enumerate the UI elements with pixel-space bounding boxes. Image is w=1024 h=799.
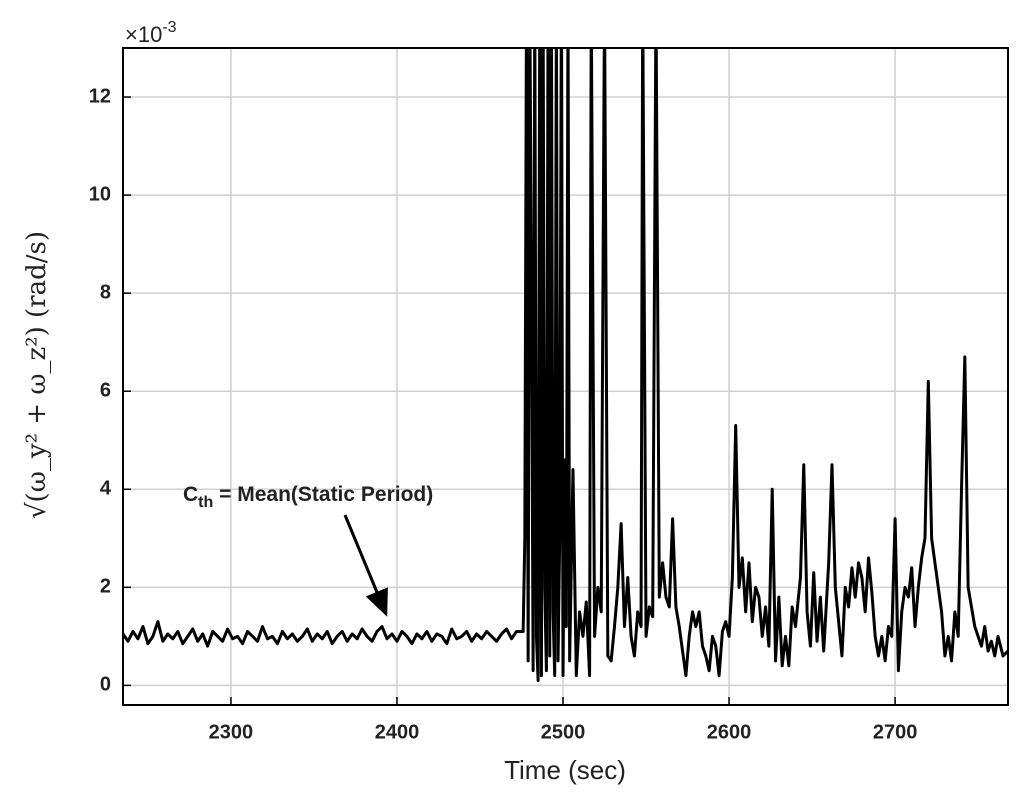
axes-frame — [122, 47, 1009, 706]
annotation-main: C — [183, 483, 198, 506]
y-tick-label: 6 — [100, 379, 111, 401]
y-tick-label: 10 — [89, 183, 111, 205]
x-tick-label: 2700 — [873, 721, 918, 743]
x-tick-label: 2400 — [375, 721, 420, 743]
axis-multiplier: ×10-3 — [125, 19, 177, 47]
x-axis-label: Time (sec) — [504, 755, 626, 785]
y-tick-label: 4 — [100, 478, 112, 500]
x-tick-label: 2300 — [209, 721, 254, 743]
plot-area — [123, 48, 1008, 682]
multiplier-exponent: -3 — [162, 19, 176, 36]
tick-labels: 2300 2400 2500 2600 2700 0 2 4 6 8 10 12 — [89, 85, 918, 743]
data-line — [123, 48, 1008, 682]
y-tick-label: 12 — [89, 85, 111, 107]
y-axis-label: √(ω_y² + ω_z²) (rad/s) — [22, 231, 52, 519]
x-tick-label: 2500 — [541, 721, 586, 743]
annotation-rest: = Mean(Static Period) — [213, 483, 433, 506]
y-tick-label: 0 — [100, 674, 111, 696]
annotation: Cth = Mean(Static Period) — [183, 483, 433, 512]
x-tick-label: 2600 — [707, 721, 752, 743]
annotation-subscript: th — [198, 494, 213, 511]
y-tick-label: 8 — [100, 281, 111, 303]
y-tick-label: 2 — [100, 576, 111, 598]
multiplier-base: ×10 — [125, 22, 162, 47]
annotation-arrow — [343, 514, 388, 617]
